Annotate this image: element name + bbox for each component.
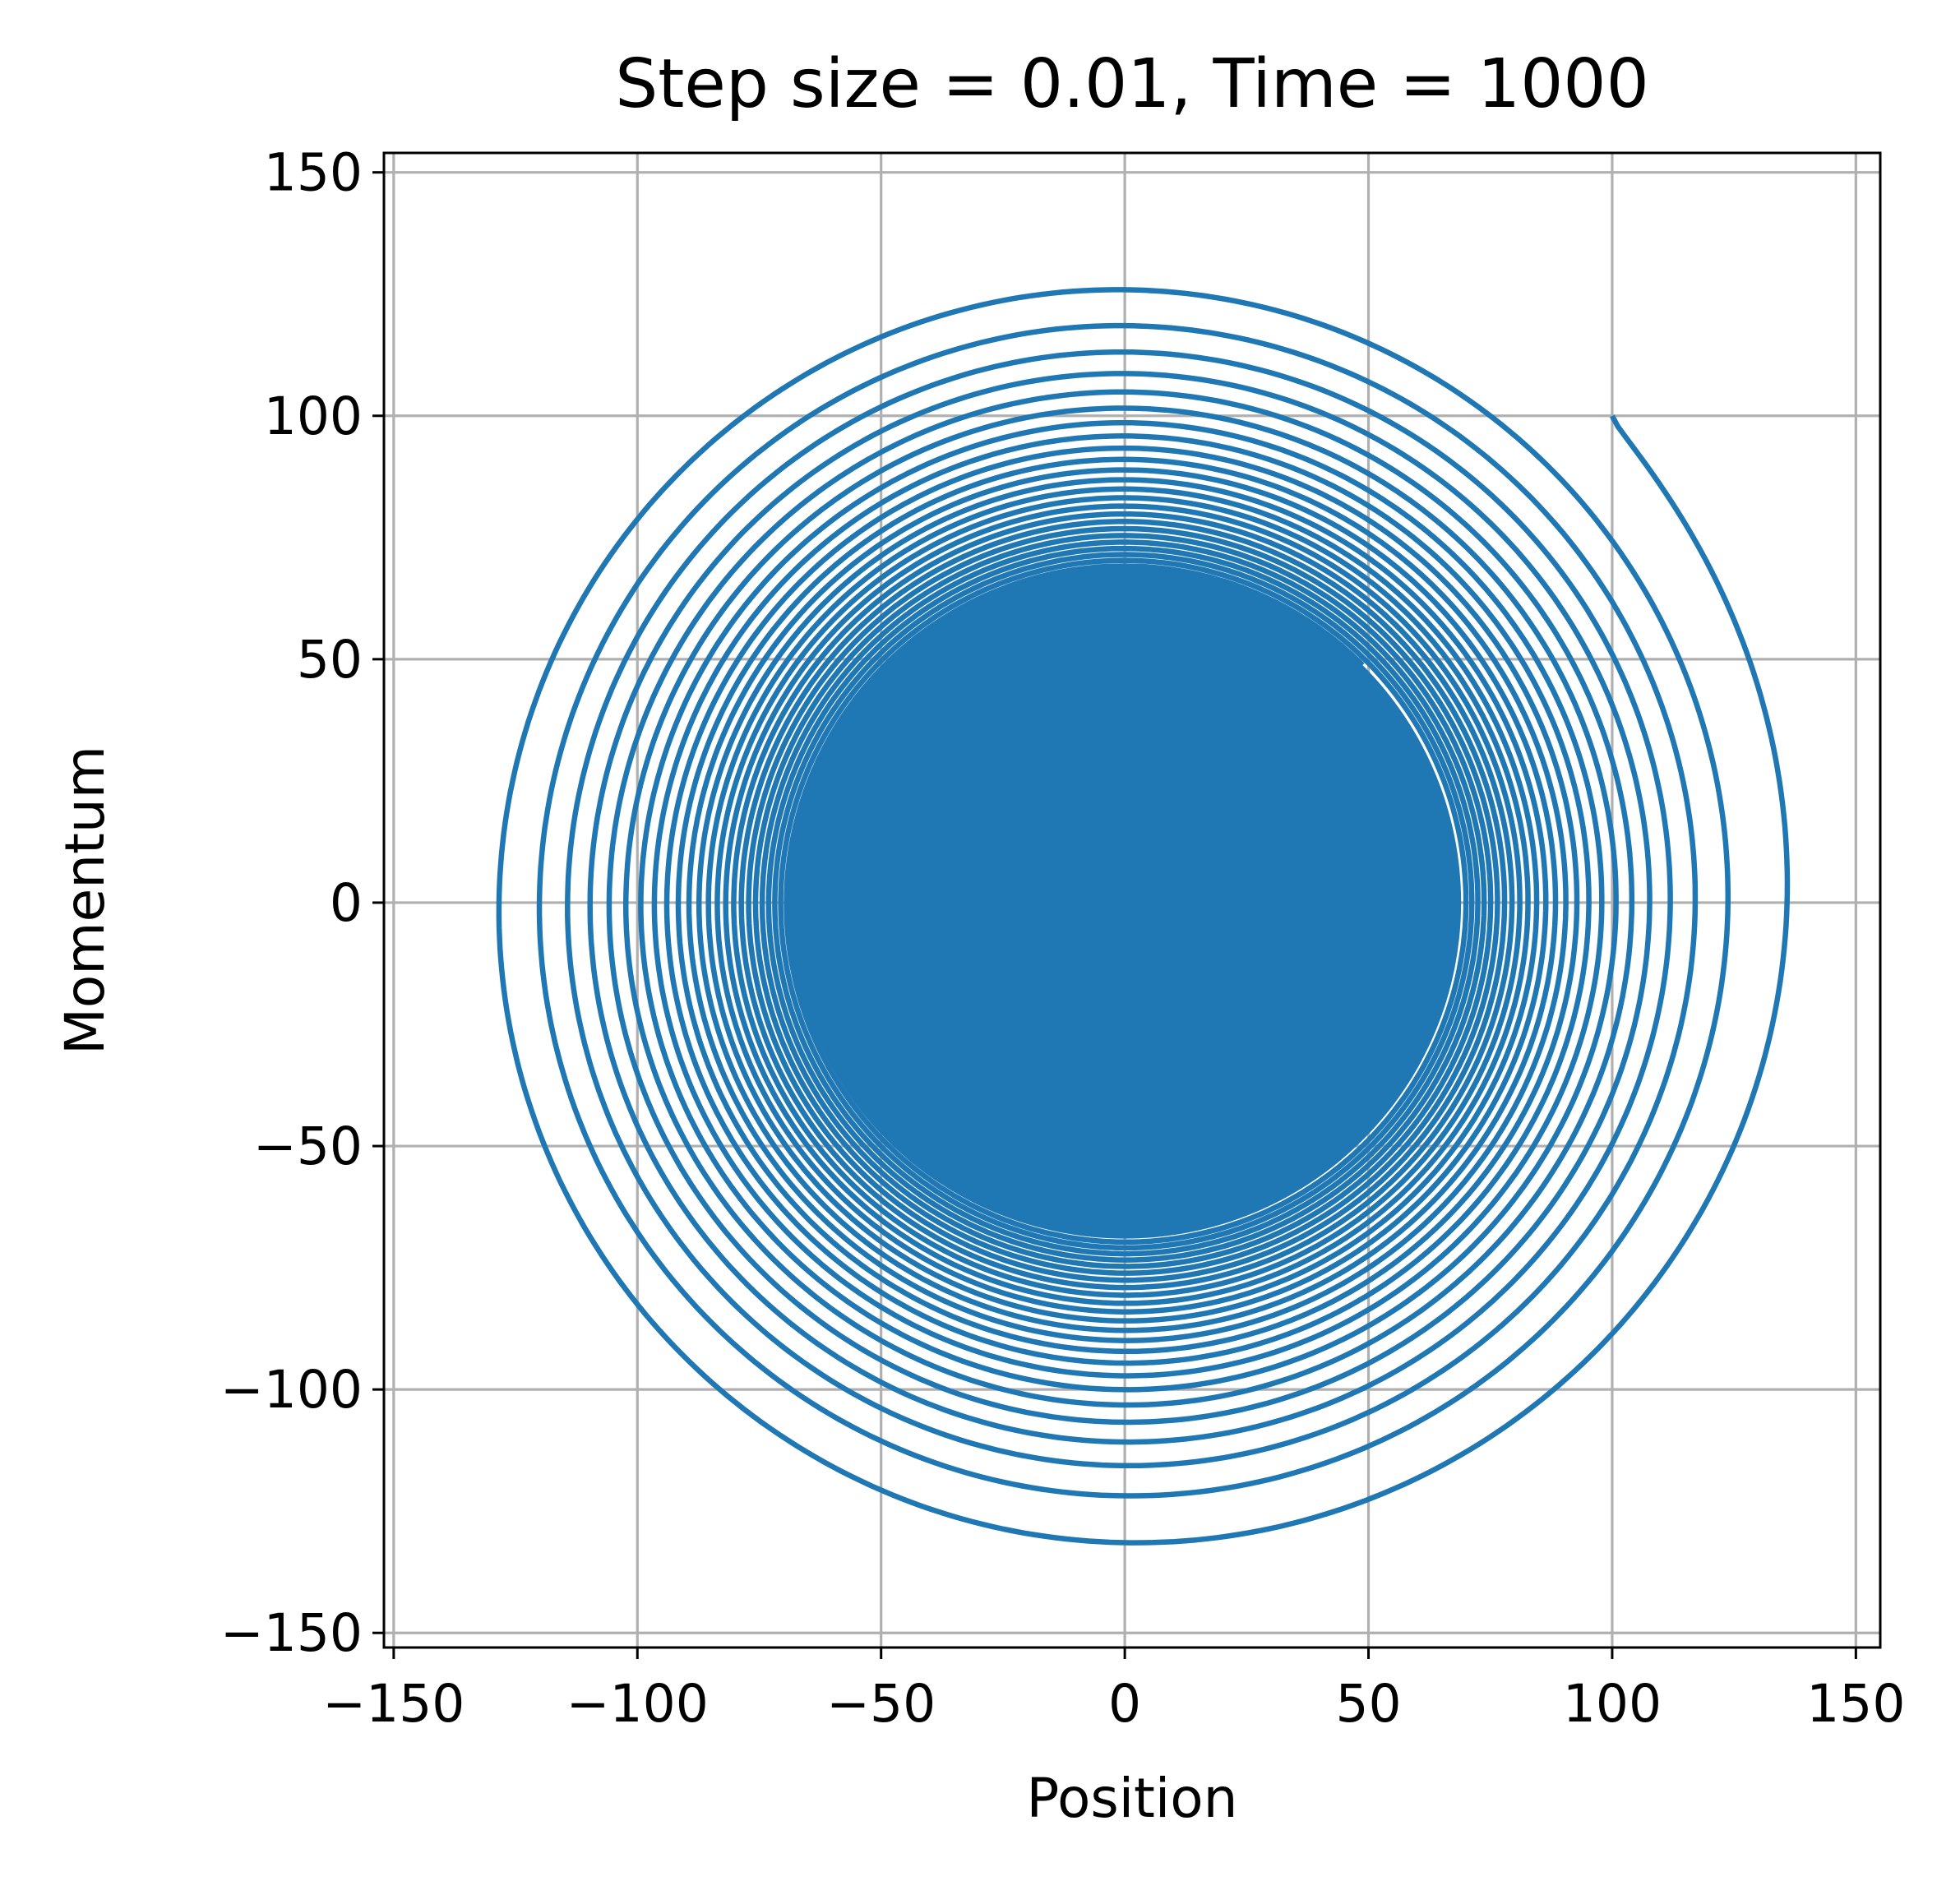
x-tick-label: −50	[826, 1674, 936, 1734]
x-tick-label: 100	[1563, 1674, 1662, 1734]
y-tick-label: 150	[264, 143, 363, 203]
y-tick-label: 50	[297, 630, 363, 690]
x-tick-label: −150	[322, 1674, 465, 1734]
chart-title: Step size = 0.01, Time = 1000	[615, 45, 1649, 123]
x-axis-label: Position	[1027, 1767, 1238, 1830]
x-tick-label: −100	[566, 1674, 709, 1734]
x-tick-label: 150	[1806, 1674, 1905, 1734]
ticks: −150 −100 −50 0 50 100 150 −150 −100 −50 0 50 100 150	[220, 143, 1906, 1734]
x-tick-label: 50	[1335, 1674, 1401, 1734]
y-tick-label: 100	[264, 386, 363, 446]
y-axis-label: Momentum	[53, 746, 117, 1055]
y-tick-label: −50	[253, 1116, 363, 1176]
y-tick-label: 0	[330, 873, 363, 933]
x-tick-label: 0	[1108, 1674, 1141, 1734]
y-tick-label: −150	[220, 1603, 363, 1663]
axes-frame	[382, 151, 1882, 1649]
series-layer	[496, 287, 1791, 1546]
y-tick-label: −100	[220, 1360, 363, 1420]
dense-core	[788, 566, 1462, 1239]
trajectory-line	[496, 287, 1791, 1546]
